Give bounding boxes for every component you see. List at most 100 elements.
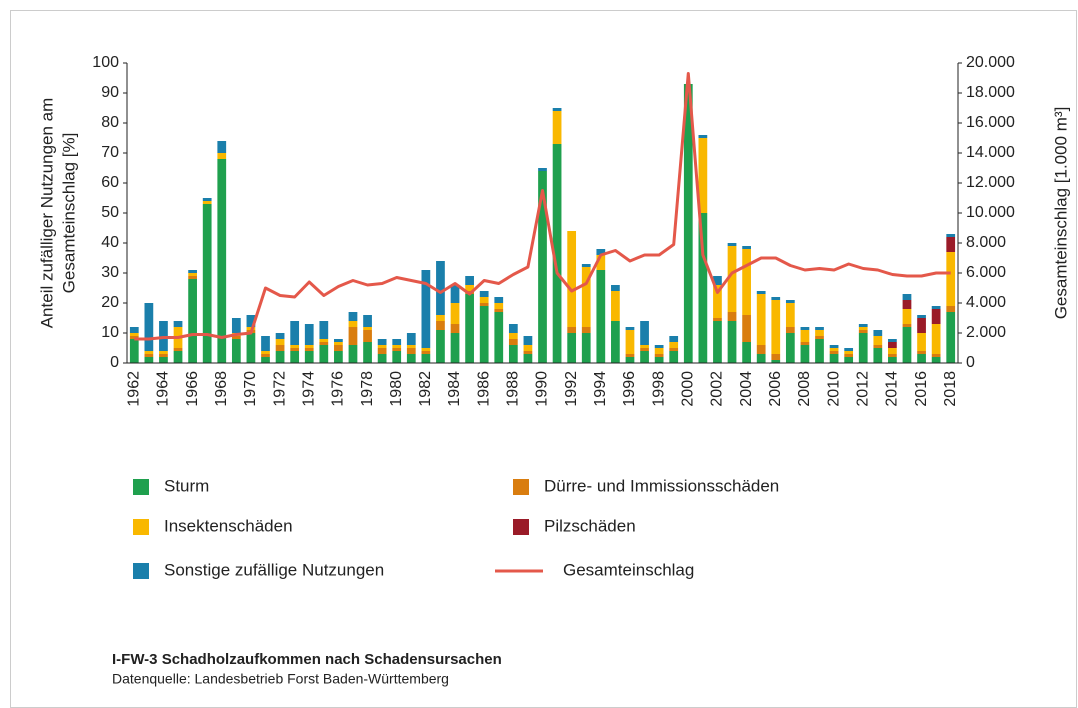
- bar-segment: [611, 291, 620, 321]
- legend-swatch: [133, 479, 149, 495]
- bar-segment: [319, 339, 329, 342]
- bar-segment: [290, 345, 300, 348]
- bar-segment: [173, 348, 183, 351]
- y2-tick-label: 18.000: [966, 84, 1015, 101]
- y-tick-label: 90: [101, 84, 119, 101]
- bar-segment: [319, 342, 329, 345]
- x-tick-label: 1990: [534, 371, 551, 407]
- bar-segment: [815, 339, 824, 363]
- bar-segment: [377, 345, 387, 348]
- bar-segment: [348, 345, 358, 363]
- x-tick-label: 1962: [126, 371, 143, 407]
- x-tick-label: 1988: [505, 371, 522, 407]
- bar-segment: [902, 294, 912, 300]
- bar-segment: [363, 327, 372, 330]
- bar-segment: [392, 345, 402, 348]
- bar-segment: [698, 138, 708, 213]
- bar-segment: [217, 141, 227, 153]
- bar-segment: [377, 354, 387, 363]
- bar-segment: [946, 306, 956, 312]
- bar-segment: [756, 294, 766, 345]
- bar-segment: [888, 339, 897, 342]
- bar-segment: [538, 171, 547, 363]
- bar-segment: [159, 354, 168, 357]
- bar-segment: [844, 357, 854, 363]
- bar-segment: [406, 345, 416, 348]
- bar-segment: [829, 351, 839, 354]
- bar-segment: [188, 276, 197, 279]
- bar-segment: [129, 327, 139, 333]
- x-tick-label: 2014: [884, 371, 901, 407]
- bar-segment: [669, 342, 679, 348]
- bar-segment: [173, 321, 183, 327]
- bar-segment: [902, 324, 912, 327]
- bar-segment: [858, 333, 868, 363]
- bar-segment: [917, 318, 926, 333]
- x-tick-label: 1994: [592, 371, 609, 407]
- bar-segment: [363, 330, 372, 342]
- bar-segment: [436, 321, 445, 330]
- bar-segment: [304, 348, 314, 351]
- bar-segment: [334, 345, 343, 351]
- bar-segment: [479, 306, 489, 363]
- bar-segment: [406, 348, 416, 354]
- bar-segment: [275, 345, 285, 351]
- bar-segment: [742, 249, 751, 315]
- bar-segment: [465, 276, 474, 285]
- legend-label: Sturm: [164, 476, 209, 495]
- x-tick-label: 1972: [271, 371, 288, 407]
- bar-segment: [654, 348, 664, 354]
- bar-segment: [567, 327, 577, 333]
- x-tick-label: 1992: [563, 371, 580, 407]
- legend-swatch: [513, 479, 529, 495]
- bar-segment: [785, 333, 795, 363]
- bar-segment: [800, 327, 810, 330]
- bar-segment: [888, 342, 897, 348]
- bar-segment: [319, 321, 329, 339]
- y-tick-label: 70: [101, 144, 119, 161]
- bar-segment: [785, 303, 795, 327]
- bar-segment: [290, 348, 300, 351]
- legend-label: Insektenschäden: [164, 516, 293, 535]
- bar-segment: [888, 348, 897, 354]
- bar-segment: [727, 312, 737, 321]
- bar-segment: [508, 345, 518, 363]
- bar-segment: [523, 354, 533, 363]
- x-tick-label: 1986: [475, 371, 492, 407]
- bar-segment: [144, 351, 154, 354]
- y-tick-label: 50: [101, 204, 119, 221]
- bar-segment: [815, 336, 824, 339]
- bar-segment: [275, 333, 285, 339]
- bar-segment: [858, 324, 868, 327]
- x-tick-label: 2004: [738, 371, 755, 407]
- bar-segment: [231, 339, 241, 363]
- bar-segment: [713, 318, 722, 321]
- x-tick-label: 1998: [650, 371, 667, 407]
- bar-segment: [508, 333, 518, 339]
- bar-segment: [888, 357, 897, 363]
- legend-swatch: [133, 519, 149, 535]
- y2-tick-label: 4.000: [966, 294, 1006, 311]
- bar-segment: [771, 360, 781, 363]
- x-tick-label: 1996: [621, 371, 638, 407]
- bar-segment: [202, 201, 212, 204]
- bar-segment: [640, 348, 649, 351]
- bar-segment: [581, 333, 591, 363]
- y-tick-label: 30: [101, 264, 119, 281]
- x-tick-label: 1968: [213, 371, 230, 407]
- bar-segment: [771, 354, 781, 360]
- bar-segment: [844, 351, 854, 354]
- bar-segment: [844, 354, 854, 357]
- bar-segment: [144, 303, 154, 351]
- x-tick-label: 1974: [300, 371, 317, 407]
- line: [134, 72, 951, 341]
- bar-segment: [873, 345, 883, 348]
- bar-segment: [844, 348, 854, 351]
- bar-segment: [669, 348, 679, 351]
- bar-segment: [581, 267, 591, 327]
- bar-segment: [406, 354, 416, 363]
- y-tick-label: 0: [110, 354, 119, 371]
- bar-segment: [771, 300, 781, 354]
- bar-segment: [421, 270, 431, 348]
